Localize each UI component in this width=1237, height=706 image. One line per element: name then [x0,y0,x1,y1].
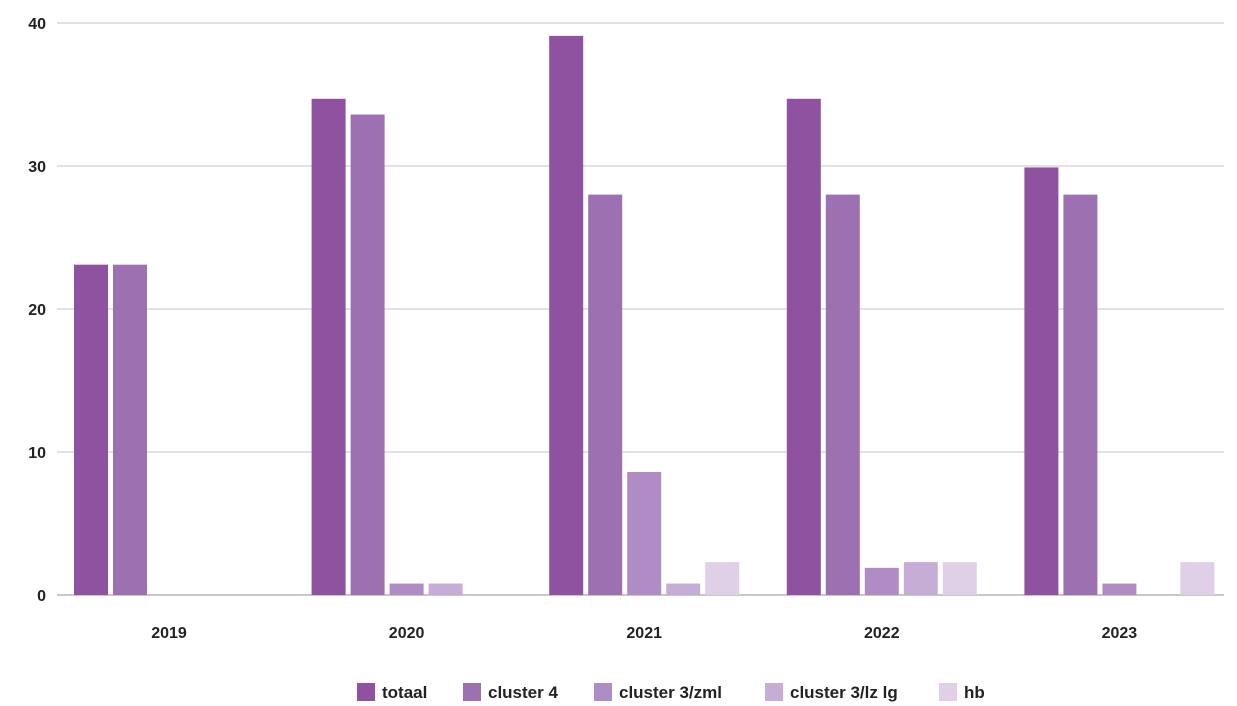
y-tick-label-10: 10 [28,445,46,462]
legend-label-cluster-3-zml: cluster 3/zml [619,683,722,702]
bar-2021-cluster-3-zml [627,472,662,595]
x-category-label-2019: 2019 [151,625,187,642]
legend-swatch-hb [939,683,957,701]
bar-2020-cluster-3-zml [389,583,424,595]
bar-2021-cluster-4 [588,194,623,595]
legend-label-totaal: totaal [382,683,427,702]
bar-2021-totaal [549,35,584,596]
bar-2023-cluster-3-zml [1102,583,1137,595]
y-tick-label-40: 40 [28,16,46,33]
legend-swatch-cluster-3-lz-lg [765,683,783,701]
x-category-label-2022: 2022 [864,625,900,642]
bar-2019-cluster-4 [113,264,147,595]
bar-2022-totaal [786,98,821,595]
legend-swatch-cluster-3-zml [594,683,612,701]
bar-2022-cluster-3-zml [864,567,899,595]
bar-2020-totaal [311,98,346,595]
bar-2020-cluster-3-lz-lg [428,583,463,595]
bar-2021-hb [705,562,740,595]
x-category-label-2023: 2023 [1102,625,1138,642]
x-category-label-2021: 2021 [626,625,662,642]
bar-2023-cluster-4 [1063,194,1098,595]
y-axis-tick-labels: 0 10 20 30 40 [28,16,46,605]
bar-2019-totaal [74,264,108,595]
legend: totaal cluster 4 cluster 3/zml cluster 3/lz… [357,683,985,702]
bar-2020-cluster-4 [350,114,385,596]
legend-label-hb: hb [964,683,985,702]
x-axis-category-labels: 2019 2020 2021 2022 2023 [151,625,1137,642]
y-tick-label-0: 0 [37,588,46,605]
bars [74,35,1215,596]
bar-2021-cluster-3-lz-lg [666,583,701,595]
y-tick-label-30: 30 [28,159,46,176]
bar-2023-totaal [1024,167,1059,595]
bar-2023-hb [1180,562,1215,595]
legend-label-cluster-3-lz-lg: cluster 3/lz lg [790,683,898,702]
legend-swatch-totaal [357,683,375,701]
legend-swatch-cluster-4 [463,683,481,701]
bar-2022-hb [942,562,977,595]
legend-label-cluster-4: cluster 4 [488,683,558,702]
bar-2022-cluster-3-lz-lg [903,562,938,595]
bar-2022-cluster-4 [825,194,860,595]
x-category-label-2020: 2020 [389,625,425,642]
y-tick-label-20: 20 [28,302,46,319]
